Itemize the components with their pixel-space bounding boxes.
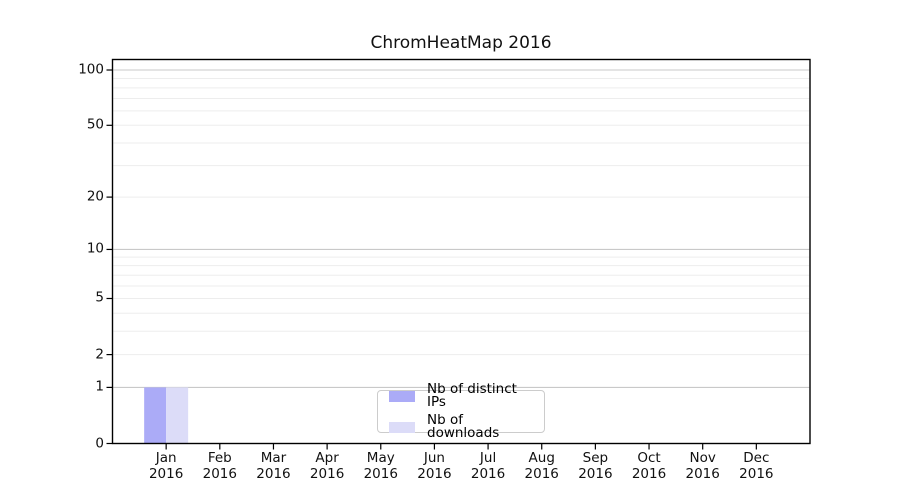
- chart-title: ChromHeatMap 2016: [370, 33, 552, 53]
- x-tick-label: Jan 2016: [148, 450, 184, 483]
- plot-border: [111, 58, 811, 445]
- y-tick-label: 10: [86, 241, 104, 258]
- legend-swatch-downloads-icon: [389, 421, 415, 433]
- bar-downloads: [166, 387, 189, 444]
- x-tick-label: Mar 2016: [256, 450, 291, 483]
- x-tick-label: Jul 2016: [470, 450, 506, 483]
- x-tick-label: Oct 2016: [631, 450, 667, 483]
- y-tick-label: 0: [95, 435, 104, 452]
- bar-distinct-ips: [144, 387, 167, 444]
- x-tick-label: Jun 2016: [417, 450, 452, 483]
- x-tick-label: Apr 2016: [309, 450, 345, 483]
- y-tick-label: 1: [95, 379, 104, 396]
- legend-row-downloads: Nb of downloads: [386, 411, 536, 441]
- x-tick-label: Nov 2016: [685, 450, 720, 483]
- x-tick-label: Feb 2016: [202, 450, 237, 483]
- x-tick-label: Aug 2016: [524, 450, 559, 483]
- y-tick-label: 5: [95, 290, 104, 307]
- y-tick-label: 50: [86, 116, 104, 133]
- y-tick-label: 100: [78, 61, 104, 78]
- legend-label-downloads: Nb of downloads: [427, 411, 500, 441]
- y-tick-label: 20: [86, 188, 104, 205]
- x-tick-label: Dec 2016: [739, 450, 774, 483]
- legend-swatch-distinct-ips-icon: [389, 390, 415, 402]
- legend: Nb of distinct IPs Nb of downloads: [377, 382, 545, 440]
- legend-row-distinct-ips: Nb of distinct IPs: [386, 380, 536, 410]
- x-tick-label: May 2016: [363, 450, 398, 483]
- y-tick-label: 2: [95, 346, 104, 363]
- legend-label-distinct-ips: Nb of distinct IPs: [427, 380, 517, 410]
- x-tick-label: Sep 2016: [578, 450, 613, 483]
